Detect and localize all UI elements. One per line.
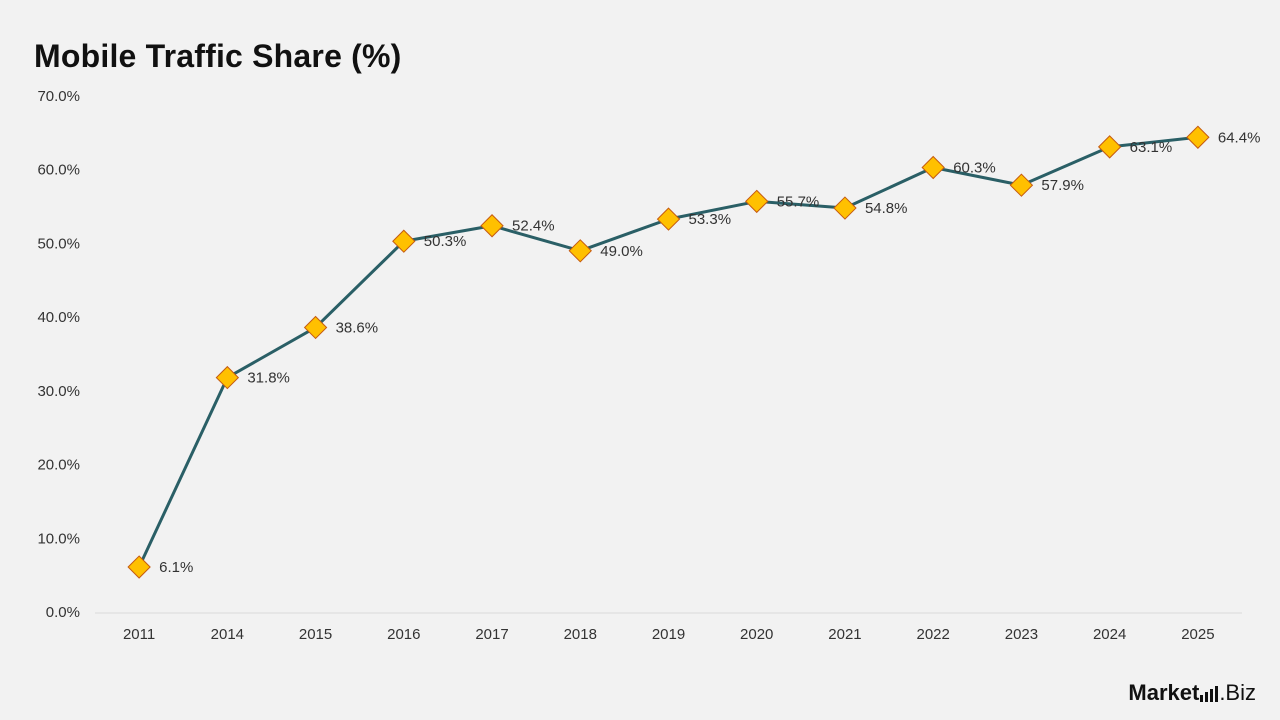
y-tick-label: 70.0%	[37, 88, 80, 105]
data-point-marker	[303, 315, 328, 340]
data-labels: 6.1% 31.8% 38.6% 50.3% 52.4% 49.0% 53.3% 55.7% 5…	[159, 129, 1260, 576]
x-tick-label: 2014	[211, 626, 244, 643]
data-point-marker	[745, 189, 769, 214]
data-label: 52.4%	[512, 218, 555, 235]
data-label: 64.4%	[1218, 129, 1261, 146]
data-point-marker	[568, 239, 592, 263]
y-tick-label: 10.0%	[37, 530, 80, 547]
data-point-marker	[833, 196, 857, 220]
x-tick-label: 2016	[387, 626, 420, 643]
y-tick-label: 40.0%	[37, 309, 80, 326]
brand-name-part1: Market	[1128, 680, 1200, 705]
y-tick-label: 50.0%	[37, 235, 80, 252]
data-label: 6.1%	[159, 559, 193, 576]
y-tick-label: 60.0%	[37, 162, 80, 179]
data-label: 53.3%	[689, 211, 732, 228]
data-label: 50.3%	[424, 233, 467, 250]
data-point-marker	[127, 555, 151, 579]
x-tick-label: 2018	[564, 626, 597, 643]
x-tick-label: 2024	[1093, 626, 1126, 643]
series-lines	[137, 135, 1199, 568]
data-point-marker	[656, 207, 681, 231]
data-point-marker	[215, 365, 240, 390]
data-point-marker	[921, 155, 945, 180]
data-label: 57.9%	[1041, 177, 1084, 194]
data-label: 31.8%	[247, 370, 290, 387]
data-label: 63.1%	[1130, 139, 1173, 156]
data-label: 54.8%	[865, 200, 908, 217]
data-label: 55.7%	[777, 193, 820, 210]
x-tick-label: 2019	[652, 626, 685, 643]
x-tick-label: 2017	[475, 626, 508, 643]
brand-bars-icon	[1200, 686, 1219, 702]
chart-title: Mobile Traffic Share (%)	[34, 38, 402, 74]
brand-logo: Market .Biz	[1128, 680, 1256, 706]
data-label: 49.0%	[600, 243, 643, 260]
x-tick-label: 2022	[917, 626, 950, 643]
data-label: 60.3%	[953, 160, 996, 177]
x-tick-label: 2011	[123, 626, 155, 643]
data-label: 38.6%	[336, 319, 379, 336]
brand-name-part2: .Biz	[1219, 680, 1256, 705]
x-tick-label: 2020	[740, 626, 773, 643]
data-point-marker	[1097, 135, 1122, 159]
x-tick-label: 2023	[1005, 626, 1038, 643]
y-axis-tick-labels: 0.0% 10.0% 20.0% 30.0% 40.0% 50.0% 60.0% 70.0%	[37, 88, 80, 621]
x-tick-label: 2015	[299, 626, 332, 643]
data-point-marker	[1186, 125, 1210, 149]
y-tick-label: 30.0%	[37, 383, 80, 400]
data-point-marker	[1009, 173, 1034, 197]
data-point-marker	[392, 229, 416, 253]
x-tick-label: 2025	[1181, 626, 1214, 643]
data-point-marker	[480, 214, 504, 238]
series-markers	[127, 125, 1210, 579]
series-line	[137, 135, 1199, 568]
y-tick-label: 0.0%	[46, 604, 80, 621]
x-tick-label: 2021	[828, 626, 861, 643]
y-tick-label: 20.0%	[37, 457, 80, 474]
x-axis-tick-labels: 2011 2014 2015 2016 2017 2018 2019 2020 2021 2022…	[123, 626, 1215, 643]
